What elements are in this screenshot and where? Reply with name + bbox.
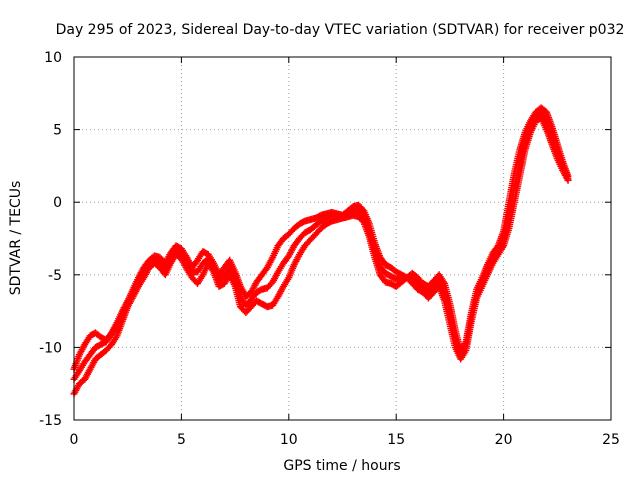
chart-title: Day 295 of 2023, Sidereal Day-to-day VTE… (56, 22, 625, 38)
x-tick-label: 25 (602, 432, 620, 448)
x-tick-labels: 0 5 10 15 20 25 (70, 432, 620, 448)
axis-ticks (73, 56, 612, 421)
y-tick-labels: -15 -10 -5 0 5 10 (39, 50, 62, 429)
x-axis-label: GPS time / hours (283, 458, 400, 474)
y-tick-label: 10 (44, 50, 62, 66)
y-tick-label: 0 (53, 195, 62, 211)
y-tick-label: -10 (39, 340, 62, 356)
data-point (564, 175, 572, 183)
grid-lines (74, 57, 611, 420)
x-tick-label: 5 (177, 432, 186, 448)
y-axis-label: SDTVAR / TECUs (8, 181, 24, 296)
x-tick-label: 15 (387, 432, 405, 448)
x-tick-label: 10 (280, 432, 298, 448)
x-tick-label: 0 (70, 432, 79, 448)
y-tick-label: 5 (53, 123, 62, 139)
series-group (70, 110, 572, 383)
y-tick-label: -5 (48, 268, 62, 284)
plot-frame (73, 56, 612, 421)
x-tick-label: 20 (495, 432, 513, 448)
data-points (70, 104, 572, 398)
y-tick-label: -15 (39, 413, 62, 429)
